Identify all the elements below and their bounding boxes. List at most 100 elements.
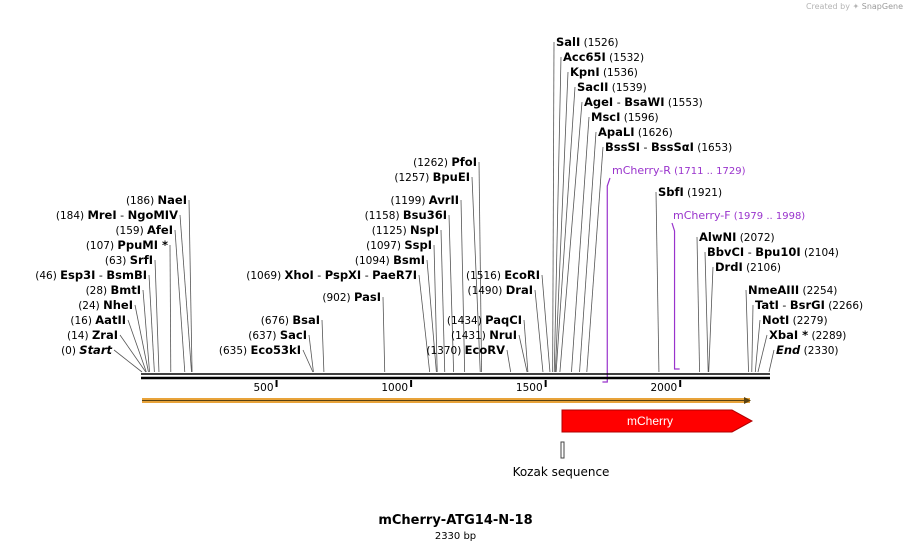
- enzyme-label-kpni: KpnI (1536): [570, 65, 638, 79]
- enzyme-line-eco53ki: [302, 349, 314, 373]
- credit-prefix: Created by: [805, 2, 850, 11]
- enzyme-line-tati: [751, 304, 754, 373]
- enzyme-line-sacii: [555, 86, 576, 373]
- enzyme-label-esp3i: (46) Esp3I - BsmBI: [35, 268, 147, 282]
- enzyme-label-bsssi: BssSI - BssSαI (1653): [605, 140, 732, 154]
- enzyme-label-msci: MscI (1596): [591, 110, 659, 124]
- enzyme-label-bpuei: (1257) BpuEI: [394, 170, 470, 184]
- enzyme-label-sali: SalI (1526): [556, 35, 619, 49]
- enzyme-label-alwni: AlwNI (2072): [699, 230, 775, 244]
- primer-layer: mCherry-R (1711 .. 1729) mCherry-F (1979 …: [602, 164, 805, 383]
- ruler-label-1000: 1000: [381, 382, 408, 394]
- ruler: 500 1000 1500 2000: [254, 380, 682, 394]
- enzyme-line-mrei: [179, 214, 192, 373]
- enzyme-site-lines: [113, 41, 775, 373]
- enzyme-label-nspi: (1125) NspI: [372, 223, 439, 237]
- enzyme-line-esp3i: [148, 274, 155, 373]
- enzyme-label-sspi: (1097) SspI: [366, 238, 432, 252]
- enzyme-label-ecori: (1516) EcoRI: [466, 268, 540, 282]
- enzyme-label-eco53ki: (635) Eco53kI: [219, 343, 301, 357]
- enzyme-label-bmti: (28) BmtI: [86, 283, 141, 297]
- enzyme-line-xbai: [757, 334, 768, 373]
- primer-mcherry-r-arrow: [602, 177, 611, 383]
- enzyme-label-paqci: (1434) PaqCI: [447, 313, 522, 327]
- enzyme-line-aatii: [127, 319, 147, 373]
- enzyme-label-avrii: (1199) AvrII: [391, 193, 459, 207]
- enzyme-line-nhei: [134, 304, 149, 373]
- enzyme-label-apali: ApaLI (1626): [598, 125, 673, 139]
- kozak-feature-box[interactable]: [560, 441, 565, 459]
- enzyme-label-xbai: XbaI * (2289): [769, 328, 846, 342]
- enzyme-line-acc65i: [553, 56, 562, 373]
- enzyme-line-end: [768, 349, 775, 373]
- enzyme-label-nrui: (1431) NruI: [451, 328, 517, 342]
- enzyme-label-drai: (1490) DraI: [467, 283, 533, 297]
- enzyme-line-nrui: [518, 334, 528, 373]
- enzyme-line-afei: [174, 229, 186, 373]
- enzyme-line-bsssi: [586, 146, 604, 373]
- mcherry-feature-arrow[interactable]: [561, 409, 754, 433]
- enzyme-line-ppumi: [169, 244, 172, 373]
- enzyme-label-sacii: SacII (1539): [577, 80, 647, 94]
- enzyme-line-naei: [188, 199, 193, 373]
- enzyme-label-acc65i: Acc65I (1532): [563, 50, 644, 64]
- enzyme-line-alwni: [696, 236, 700, 373]
- enzyme-line-pfoi: [478, 161, 483, 373]
- kozak-feature-label: Kozak sequence: [513, 465, 610, 479]
- enzyme-line-sbfi: [655, 191, 660, 373]
- enzyme-label-zrai: (14) ZraI: [67, 328, 118, 342]
- enzyme-line-ecori: [541, 274, 551, 373]
- enzyme-label-srfi: (63) SrfI: [105, 253, 153, 267]
- enzyme-line-saci: [308, 334, 314, 373]
- enzyme-line-drai: [534, 289, 544, 373]
- vector-arrow-head: [744, 397, 751, 404]
- enzyme-line-bsai: [321, 319, 325, 373]
- enzyme-line-kpni: [554, 71, 569, 373]
- enzyme-line-paqci: [523, 319, 529, 373]
- ruler-label-500: 500: [254, 382, 274, 394]
- enzyme-label-ppumi: (107) PpuMI *: [86, 238, 168, 252]
- enzyme-label-bsmi: (1094) BsmI: [355, 253, 425, 267]
- snapgene-logo-icon: ✦: [852, 2, 860, 11]
- enzyme-label-afei: (159) AfeI: [115, 223, 173, 237]
- enzyme-label-ecorv: (1370) EcoRV: [426, 343, 505, 357]
- enzyme-line-zrai: [119, 334, 147, 373]
- enzyme-line-apali: [579, 131, 597, 373]
- enzyme-line-noti: [754, 319, 761, 373]
- enzyme-label-tati: TatI - BsrGI (2266): [755, 298, 863, 312]
- enzyme-line-drdi: [708, 266, 714, 373]
- enzyme-line-bpuei: [471, 176, 481, 373]
- enzyme-line-bsmi: [426, 259, 437, 373]
- enzyme-label-end: End (2330): [776, 343, 839, 357]
- enzyme-label-mrei: (184) MreI - NgoMIV: [56, 208, 178, 222]
- enzyme-label-pasi: (902) PasI: [322, 290, 381, 304]
- enzyme-label-xhoi: (1069) XhoI - PspXI - PaeR7I: [246, 268, 417, 282]
- enzyme-label-nmeaiii: NmeAIII (2254): [748, 283, 837, 297]
- enzyme-line-bbvci: [704, 251, 709, 373]
- enzyme-line-srfi: [154, 259, 160, 373]
- enzyme-line-ecorv: [506, 349, 512, 373]
- enzyme-label-start: (0) Start: [61, 343, 112, 357]
- enzyme-line-bmti: [142, 289, 150, 373]
- enzyme-label-sbfi: SbfI (1921): [658, 185, 722, 199]
- enzyme-label-naei: (186) NaeI: [126, 193, 187, 207]
- enzyme-label-bsai: (676) BsaI: [261, 313, 320, 327]
- enzyme-label-drdi: DrdI (2106): [715, 260, 781, 274]
- snapgene-credit: Created by ✦ SnapGene: [806, 2, 903, 11]
- ruler-label-1500: 1500: [516, 382, 543, 394]
- primer-mcherry-f-arrow: [671, 222, 680, 370]
- credit-brand: SnapGene: [861, 2, 903, 11]
- enzyme-label-bbvci: BbvCI - Bpu10I (2104): [707, 245, 839, 259]
- enzyme-label-aatii: (16) AatII: [70, 313, 126, 327]
- enzyme-line-sali: [552, 41, 555, 373]
- enzyme-line-xhoi: [418, 274, 431, 373]
- enzyme-line-nmeaiii: [745, 289, 749, 373]
- enzyme-line-nspi: [440, 229, 446, 373]
- plasmid-length: 2330 bp: [434, 531, 477, 542]
- enzyme-line-bsu36i: [448, 214, 455, 373]
- enzyme-line-start: [113, 349, 143, 373]
- ruler-label-2000: 2000: [650, 382, 677, 394]
- primer-label-mcherry-r: mCherry-R (1711 .. 1729): [612, 164, 746, 177]
- enzyme-line-avrii: [460, 199, 466, 373]
